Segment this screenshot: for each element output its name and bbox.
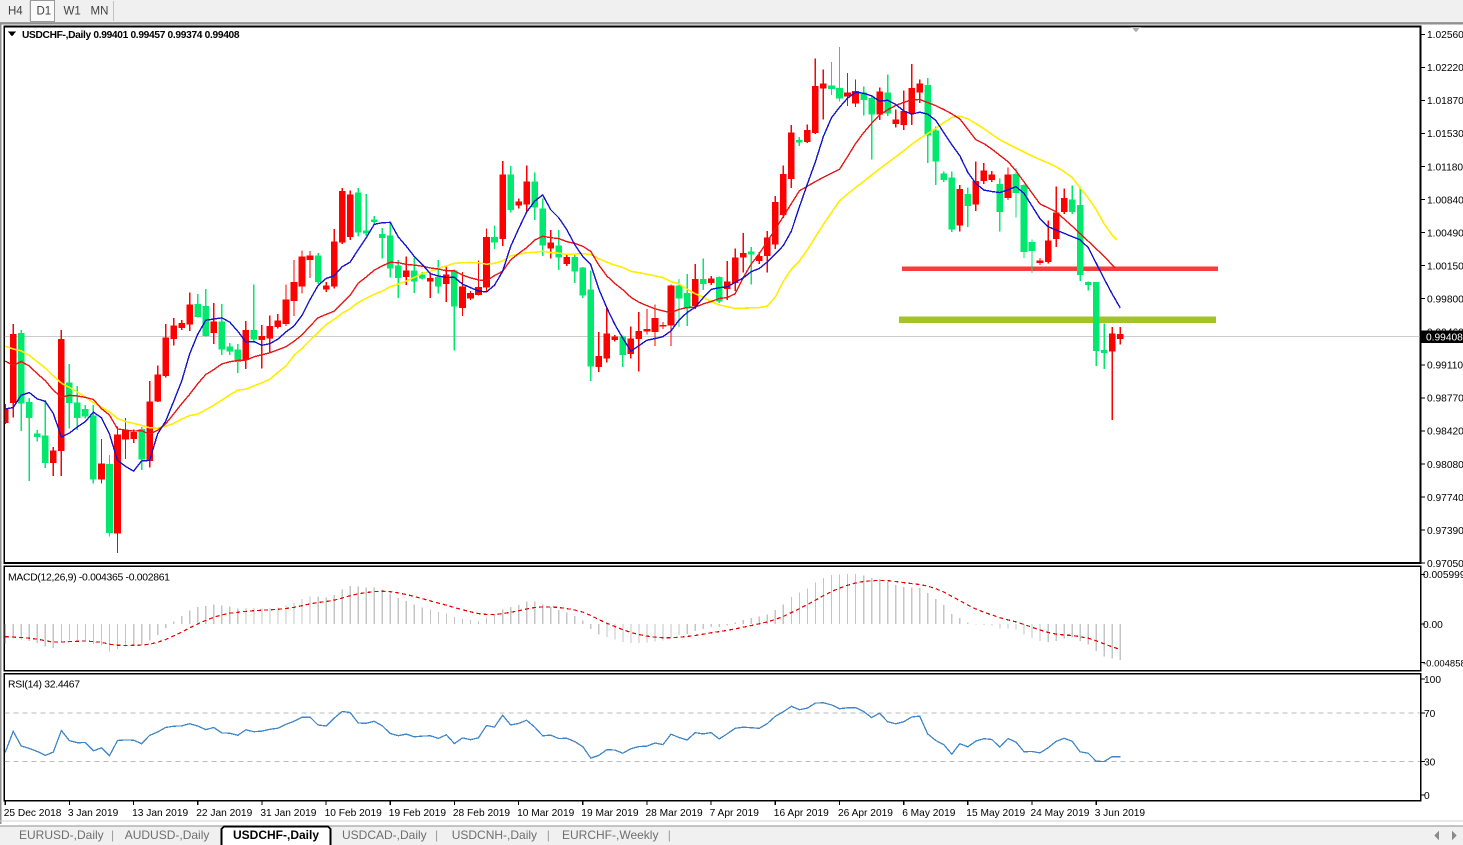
svg-text:28 Mar 2019: 28 Mar 2019 bbox=[646, 808, 704, 819]
svg-text:USDCHF-,Daily 0.99401 0.99457: USDCHF-,Daily 0.99401 0.99457 0.99374 0.… bbox=[22, 30, 240, 41]
svg-text:-0.004858: -0.004858 bbox=[1423, 658, 1463, 669]
svg-text:1.01870: 1.01870 bbox=[1427, 96, 1463, 107]
svg-text:3 Jun 2019: 3 Jun 2019 bbox=[1095, 808, 1146, 819]
svg-text:W1: W1 bbox=[64, 6, 81, 18]
svg-text:26 Apr 2019: 26 Apr 2019 bbox=[838, 808, 893, 819]
svg-text:0: 0 bbox=[1424, 791, 1430, 802]
svg-text:|: | bbox=[668, 828, 671, 842]
svg-text:1.00490: 1.00490 bbox=[1427, 228, 1463, 239]
svg-text:30: 30 bbox=[1424, 757, 1436, 768]
svg-text:USDCAD-,Daily: USDCAD-,Daily bbox=[342, 828, 427, 842]
svg-text:7 Apr 2019: 7 Apr 2019 bbox=[710, 808, 760, 819]
svg-text:0.98080: 0.98080 bbox=[1427, 460, 1463, 471]
svg-text:0.98770: 0.98770 bbox=[1427, 394, 1463, 405]
svg-text:1.02220: 1.02220 bbox=[1427, 63, 1463, 74]
svg-text:0.00: 0.00 bbox=[1423, 620, 1443, 631]
svg-text:EURCHF-,Weekly: EURCHF-,Weekly bbox=[562, 828, 658, 842]
svg-text:28 Feb 2019: 28 Feb 2019 bbox=[453, 808, 511, 819]
svg-text:22 Jan 2019: 22 Jan 2019 bbox=[196, 808, 252, 819]
svg-text:D1: D1 bbox=[37, 6, 52, 18]
svg-text:1.02560: 1.02560 bbox=[1427, 30, 1463, 41]
svg-text:AUDUSD-,Daily: AUDUSD-,Daily bbox=[125, 828, 210, 842]
svg-text:100: 100 bbox=[1424, 675, 1441, 686]
svg-text:1.01180: 1.01180 bbox=[1427, 162, 1463, 173]
svg-text:USDCNH-,Daily: USDCNH-,Daily bbox=[452, 828, 537, 842]
svg-text:1.01530: 1.01530 bbox=[1427, 129, 1463, 140]
svg-text:0.97390: 0.97390 bbox=[1427, 526, 1463, 537]
svg-text:0.99408: 0.99408 bbox=[1426, 333, 1463, 344]
svg-text:EURUSD-,Daily: EURUSD-,Daily bbox=[19, 828, 104, 842]
svg-text:25 Dec 2018: 25 Dec 2018 bbox=[4, 808, 62, 819]
svg-text:3 Jan 2019: 3 Jan 2019 bbox=[68, 808, 119, 819]
svg-text:|: | bbox=[547, 828, 550, 842]
svg-text:0.97050: 0.97050 bbox=[1427, 559, 1463, 570]
svg-text:19 Feb 2019: 19 Feb 2019 bbox=[389, 808, 447, 819]
svg-text:0.97740: 0.97740 bbox=[1427, 493, 1463, 504]
svg-text:USDCHF-,Daily: USDCHF-,Daily bbox=[233, 828, 319, 842]
svg-text:10 Feb 2019: 10 Feb 2019 bbox=[325, 808, 383, 819]
svg-text:1.00840: 1.00840 bbox=[1427, 195, 1463, 206]
svg-text:6 May 2019: 6 May 2019 bbox=[902, 808, 956, 819]
svg-text:19 Mar 2019: 19 Mar 2019 bbox=[581, 808, 639, 819]
svg-text:13 Jan 2019: 13 Jan 2019 bbox=[132, 808, 188, 819]
svg-text:16 Apr 2019: 16 Apr 2019 bbox=[774, 808, 829, 819]
svg-text:MACD(12,26,9) -0.004365 -0.002: MACD(12,26,9) -0.004365 -0.002861 bbox=[8, 573, 170, 584]
svg-text:70: 70 bbox=[1424, 709, 1436, 720]
svg-text:10 Mar 2019: 10 Mar 2019 bbox=[517, 808, 575, 819]
svg-text:H4: H4 bbox=[8, 6, 23, 18]
svg-text:MN: MN bbox=[91, 6, 109, 18]
svg-text:24 May 2019: 24 May 2019 bbox=[1031, 808, 1090, 819]
svg-text:RSI(14) 32.4467: RSI(14) 32.4467 bbox=[8, 680, 80, 691]
svg-text:0.99800: 0.99800 bbox=[1427, 295, 1463, 306]
svg-text:0.98420: 0.98420 bbox=[1427, 427, 1463, 438]
svg-text:|: | bbox=[435, 828, 438, 842]
svg-text:31 Jan 2019: 31 Jan 2019 bbox=[260, 808, 316, 819]
svg-text:0.99110: 0.99110 bbox=[1427, 361, 1463, 372]
svg-text:15 May 2019: 15 May 2019 bbox=[966, 808, 1025, 819]
svg-text:0.005999: 0.005999 bbox=[1423, 570, 1463, 581]
svg-text:|: | bbox=[111, 828, 114, 842]
svg-text:1.00150: 1.00150 bbox=[1427, 261, 1463, 272]
